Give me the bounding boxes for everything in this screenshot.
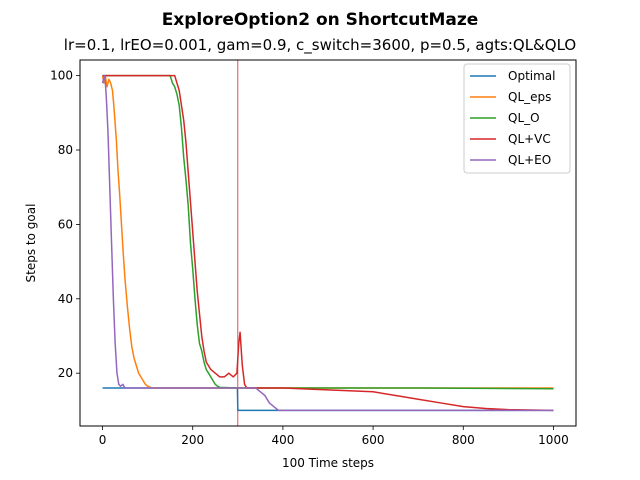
x-axis-label: 100 Time steps xyxy=(282,456,374,470)
legend-label-ql-o: QL_O xyxy=(508,111,540,125)
legend-label-ql-vc: QL+VC xyxy=(508,132,551,146)
x-tick-label: 0 xyxy=(99,433,107,447)
x-tick-label: 600 xyxy=(362,433,385,447)
legend-label-ql-eps: QL_eps xyxy=(508,90,551,104)
axis-ticks: 0 200 400 600 800 1000 20 40 60 80 100 xyxy=(50,69,569,447)
series-line-ql-vc xyxy=(102,74,554,412)
legend: Optimal QL_eps QL_O QL+VC QL+EO xyxy=(463,63,571,174)
legend-label-ql-eo: QL+EO xyxy=(508,153,551,167)
y-tick-label: 40 xyxy=(58,292,73,306)
x-tick-label: 800 xyxy=(452,433,475,447)
series-line-optimal xyxy=(102,387,554,412)
x-tick-label: 200 xyxy=(181,433,204,447)
series-line-ql-eps xyxy=(101,74,554,389)
series-line-ql-eo xyxy=(101,74,554,412)
y-tick-label: 80 xyxy=(58,143,73,157)
plot-frame xyxy=(79,59,577,427)
chart-title: ExploreOption2 on ShortcutMaze xyxy=(162,10,479,30)
plot-area xyxy=(101,60,554,426)
y-axis-label: Steps to goal xyxy=(24,204,38,283)
x-tick-label: 400 xyxy=(271,433,294,447)
y-tick-label: 100 xyxy=(50,69,73,83)
y-tick-label: 60 xyxy=(58,217,73,231)
x-tick-label: 1000 xyxy=(538,433,569,447)
chart-subtitle: lr=0.1, lrEO=0.001, gam=0.9, c_switch=36… xyxy=(64,36,576,55)
legend-label-optimal: Optimal xyxy=(508,69,555,83)
series-line-ql-o xyxy=(102,74,554,390)
legend-frame xyxy=(463,63,571,174)
y-tick-label: 20 xyxy=(58,366,73,380)
